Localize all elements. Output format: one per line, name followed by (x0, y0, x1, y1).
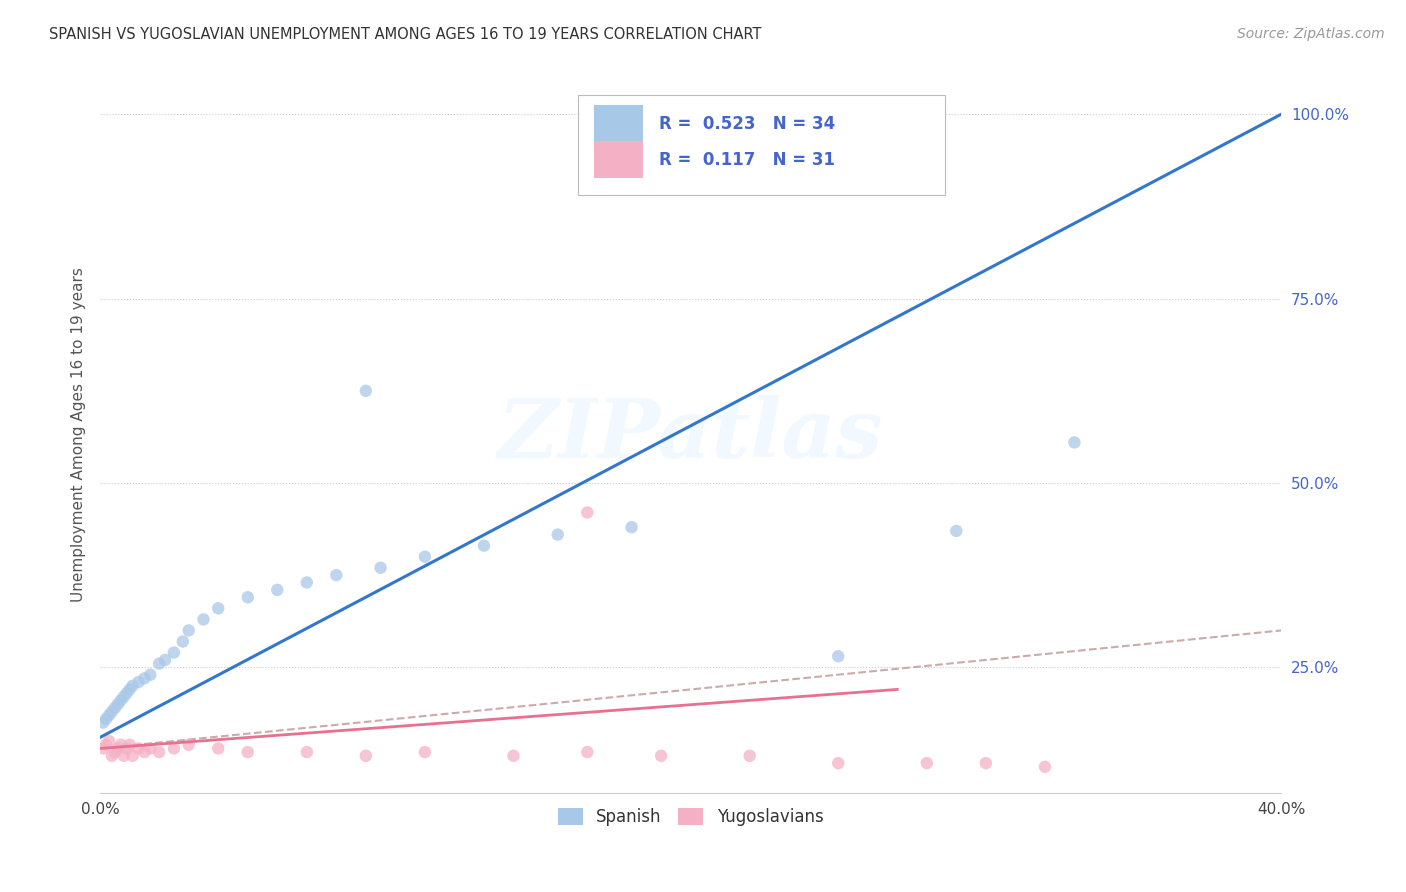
Point (98, 734, 121, 748)
FancyBboxPatch shape (578, 95, 945, 195)
Point (945, 524, 967, 538)
Point (413, 549, 436, 564)
Point (576, 745, 599, 759)
Text: R =  0.523   N = 34: R = 0.523 N = 34 (659, 115, 835, 133)
Point (266, 582, 288, 597)
Point (295, 575, 318, 590)
Point (172, 634, 194, 648)
Point (738, 748, 761, 763)
Point (148, 745, 170, 759)
Point (236, 591, 259, 605)
Point (207, 601, 229, 615)
Point (413, 745, 436, 759)
Point (370, 561, 392, 575)
Text: SPANISH VS YUGOSLAVIAN UNEMPLOYMENT AMONG AGES 16 TO 19 YEARS CORRELATION CHART: SPANISH VS YUGOSLAVIAN UNEMPLOYMENT AMON… (49, 27, 762, 42)
Point (115, 686, 138, 700)
Point (128, 741, 150, 756)
Point (139, 741, 162, 756)
Point (163, 646, 186, 660)
Point (827, 756, 849, 771)
Point (94, 712, 117, 726)
Point (1063, 435, 1085, 450)
Point (472, 539, 495, 553)
FancyBboxPatch shape (593, 105, 644, 143)
Point (107, 697, 129, 711)
Point (118, 682, 141, 697)
Text: R =  0.117   N = 31: R = 0.117 N = 31 (659, 151, 835, 169)
Point (1033, 760, 1056, 774)
Point (547, 527, 569, 541)
Point (91, 715, 114, 730)
Point (121, 679, 143, 693)
Point (98, 708, 121, 723)
Point (163, 741, 186, 756)
Point (207, 741, 229, 756)
Point (620, 520, 643, 534)
Text: ZIPatlas: ZIPatlas (498, 395, 883, 475)
Point (354, 384, 377, 398)
Point (107, 741, 129, 756)
Point (576, 506, 599, 520)
Point (325, 568, 347, 582)
Point (101, 705, 124, 719)
Point (91, 741, 114, 756)
FancyBboxPatch shape (593, 141, 644, 178)
Point (104, 701, 127, 715)
Point (110, 693, 132, 707)
Point (112, 690, 135, 704)
Point (121, 748, 143, 763)
Point (134, 745, 156, 759)
Point (134, 672, 156, 686)
Point (153, 653, 176, 667)
Point (502, 748, 524, 763)
Point (94, 738, 117, 752)
Point (148, 657, 170, 671)
Y-axis label: Unemployment Among Ages 16 to 19 years: Unemployment Among Ages 16 to 19 years (72, 268, 86, 602)
Point (295, 745, 318, 759)
Point (177, 624, 200, 638)
Point (115, 741, 138, 756)
Point (101, 748, 124, 763)
Point (354, 748, 377, 763)
Point (112, 748, 135, 763)
Point (236, 745, 259, 759)
Point (974, 756, 997, 771)
Point (177, 738, 200, 752)
Text: Source: ZipAtlas.com: Source: ZipAtlas.com (1237, 27, 1385, 41)
Point (915, 756, 938, 771)
Point (128, 675, 150, 690)
Point (104, 745, 127, 759)
Point (827, 649, 849, 664)
Point (193, 612, 215, 626)
Point (650, 748, 672, 763)
Point (118, 738, 141, 752)
Legend: Spanish, Yugoslavians: Spanish, Yugoslavians (550, 799, 832, 834)
Point (139, 667, 162, 681)
Point (110, 738, 132, 752)
